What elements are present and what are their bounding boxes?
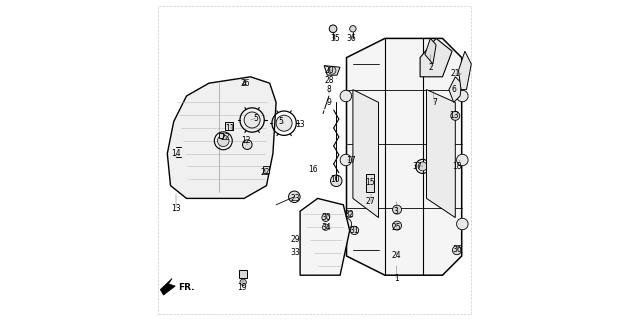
Text: 9: 9 [326,98,331,107]
Circle shape [452,246,462,255]
Circle shape [457,90,468,102]
Circle shape [244,112,260,128]
Circle shape [218,135,229,147]
Circle shape [323,224,329,230]
Polygon shape [225,122,233,130]
Polygon shape [218,133,223,138]
Text: 11: 11 [225,124,235,132]
Polygon shape [167,77,276,198]
Text: 26: 26 [241,79,250,88]
Text: 10: 10 [330,175,340,184]
Text: 12: 12 [241,136,250,145]
Circle shape [392,221,401,230]
Text: 8: 8 [326,85,331,94]
Text: 20: 20 [324,66,334,75]
Text: 15: 15 [365,178,376,187]
Text: 36: 36 [347,34,356,43]
FancyBboxPatch shape [158,6,471,314]
Text: 7: 7 [432,98,437,107]
Circle shape [350,26,356,32]
Text: 30: 30 [322,213,331,222]
Circle shape [350,226,359,235]
Text: 14: 14 [172,149,181,158]
Text: 36: 36 [452,245,462,254]
Text: 17: 17 [347,156,356,164]
Text: 34: 34 [322,223,331,232]
Circle shape [457,218,468,230]
Text: 19: 19 [238,284,247,292]
Polygon shape [353,90,379,218]
Text: 29: 29 [291,236,300,244]
Text: 22: 22 [260,168,270,177]
Text: 37: 37 [412,162,422,171]
Text: 13: 13 [295,120,305,129]
Circle shape [347,211,353,218]
Text: 3: 3 [394,207,399,216]
Circle shape [322,214,330,221]
Text: 5: 5 [279,117,283,126]
Text: 31: 31 [350,226,359,235]
Text: 23: 23 [291,194,300,203]
Polygon shape [238,270,247,278]
Text: 25: 25 [391,223,401,232]
Polygon shape [347,38,462,275]
Circle shape [240,279,247,285]
Text: 35: 35 [330,34,340,43]
Text: 1: 1 [394,274,399,283]
Polygon shape [425,38,436,64]
Polygon shape [459,51,471,90]
Text: 22: 22 [221,133,230,142]
Text: 4: 4 [242,79,247,88]
Text: 5: 5 [253,114,258,123]
Polygon shape [449,77,462,102]
Text: 6: 6 [451,85,456,94]
Text: 33: 33 [291,248,300,257]
Circle shape [451,111,460,120]
Polygon shape [420,38,452,77]
Text: 18: 18 [452,162,462,171]
Text: 24: 24 [391,252,401,260]
Circle shape [418,162,427,171]
Text: 13: 13 [172,204,181,212]
Text: 2: 2 [429,63,433,72]
Polygon shape [324,66,340,75]
Text: FR.: FR. [179,284,195,292]
Circle shape [243,140,252,149]
Circle shape [340,218,352,230]
Text: 13: 13 [449,111,459,120]
Circle shape [340,154,352,166]
Circle shape [329,25,337,33]
Circle shape [328,67,336,74]
Circle shape [340,90,352,102]
Text: 32: 32 [345,210,355,219]
Text: 27: 27 [365,197,376,206]
Polygon shape [300,198,350,275]
Circle shape [289,191,300,203]
Circle shape [276,115,292,131]
Text: 21: 21 [450,69,460,78]
Circle shape [330,175,342,187]
Text: 28: 28 [324,76,333,84]
Polygon shape [426,90,455,218]
Polygon shape [160,278,175,295]
Polygon shape [366,174,374,192]
Circle shape [392,205,401,214]
Circle shape [457,154,468,166]
Text: 16: 16 [308,165,318,174]
Polygon shape [263,166,269,173]
